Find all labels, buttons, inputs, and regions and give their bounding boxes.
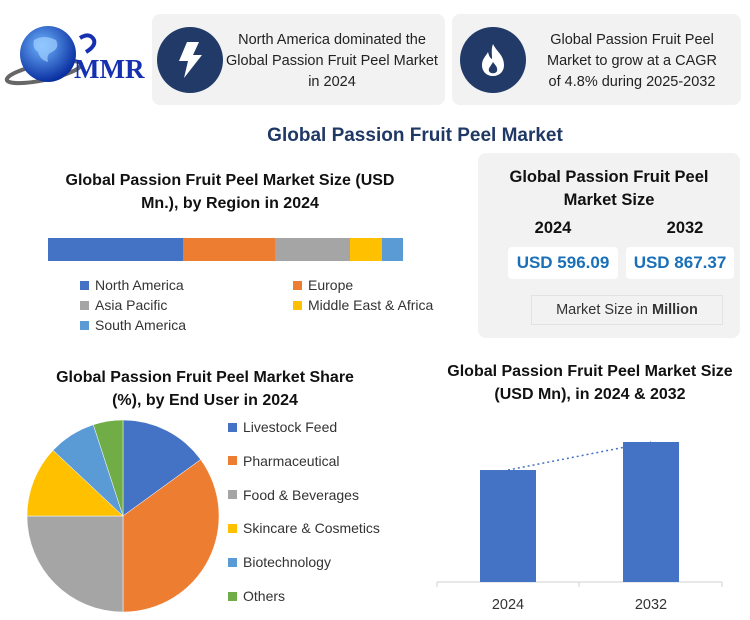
pie-slice-livestock-feed [122,419,202,517]
legend-label: Others [243,588,286,604]
market-size-title: Global Passion Fruit Peel Market Size [509,168,709,209]
unit-note: Market Size in Million [531,295,723,325]
legend-swatch [293,280,302,290]
legend-swatch [293,300,302,310]
size-chart-title: Global Passion Fruit Peel Market Size (U… [447,363,733,403]
legend-label: Food & Beverages [243,486,359,503]
legend-swatch [80,300,89,310]
size-bar-chart: 2024 2032 [436,441,723,613]
unit-prefix: Market Size in [556,302,652,318]
flame-icon [460,27,526,93]
legend-item: Pharmaceutical [228,453,340,469]
legend-item: Food & Beverages [228,487,359,503]
stack-segment-europe [182,238,276,261]
mmr-logo: MMR [4,22,150,92]
legend-label: Pharmaceutical [243,452,340,469]
legend-swatch [228,523,237,533]
legend-item: Middle East & Africa [293,297,433,313]
unit-bold: Million [651,302,698,318]
trendline [507,441,652,471]
stack-segment-middle-east-africa [349,238,382,261]
value-2024: USD 596.09 [508,247,618,279]
legend-item: South America [80,317,186,333]
highlight-card-region: North America dominated the Global Passi… [152,14,445,105]
legend-item: Others [228,588,285,604]
legend-swatch [228,456,237,466]
legend-label: Livestock Feed [243,419,338,435]
legend-swatch [228,591,237,601]
legend-item: Skincare & Cosmetics [228,520,380,536]
legend-label: Middle East & Africa [308,297,434,313]
pie-slice-food-beverages [26,515,124,613]
main-title: Global Passion Fruit Peel Market [267,125,563,146]
bar-2032 [623,442,679,582]
pie-slice-others [93,419,124,517]
legend-swatch [228,490,237,500]
legend-item: Biotechnology [228,554,331,570]
legend-label: North America [95,277,184,293]
legend-swatch [80,280,89,290]
legend-label: Skincare & Cosmetics [243,520,380,537]
pie-slice-pharmaceutical [122,459,220,613]
legend-label: Asia Pacific [95,297,168,313]
x-tick-label: 2032 [635,597,667,613]
highlight-text-cagr: Global Passion Fruit Peel Market to grow… [546,32,718,90]
end-user-chart-title: Global Passion Fruit Peel Market Share (… [56,369,354,409]
legend-swatch [80,320,89,330]
legend-swatch [228,422,237,432]
year-2032-label: 2032 [666,219,704,237]
market-size-panel: Global Passion Fruit Peel Market Size 20… [478,153,740,338]
legend-swatch [228,557,237,567]
legend-label: Biotechnology [243,554,331,571]
pie-slice-skincare-cosmetics [26,449,124,517]
region-chart-title: Global Passion Fruit Peel Market Size (U… [65,172,395,212]
highlight-text-region: North America dominated the Global Passi… [226,32,438,90]
bar-2024 [480,470,536,582]
stack-segment-asia-pacific [275,238,350,261]
lightning-icon [157,27,223,93]
legend-item: Livestock Feed [228,419,337,435]
legend-item: Europe [293,277,353,293]
end-user-pie [26,419,220,613]
highlight-card-cagr: Global Passion Fruit Peel Market to grow… [452,14,741,105]
stack-segment-south-america [381,238,403,261]
legend-label: South America [95,317,187,333]
year-2024-label: 2024 [534,219,572,237]
legend-item: North America [80,277,184,293]
logo-text: MMR [74,54,145,84]
legend-label: Europe [308,277,354,293]
region-stacked-bar [48,238,403,261]
legend-item: Asia Pacific [80,297,167,313]
stack-segment-north-america [48,238,183,261]
value-2032: USD 867.37 [626,247,734,279]
x-tick-label: 2024 [492,597,524,613]
